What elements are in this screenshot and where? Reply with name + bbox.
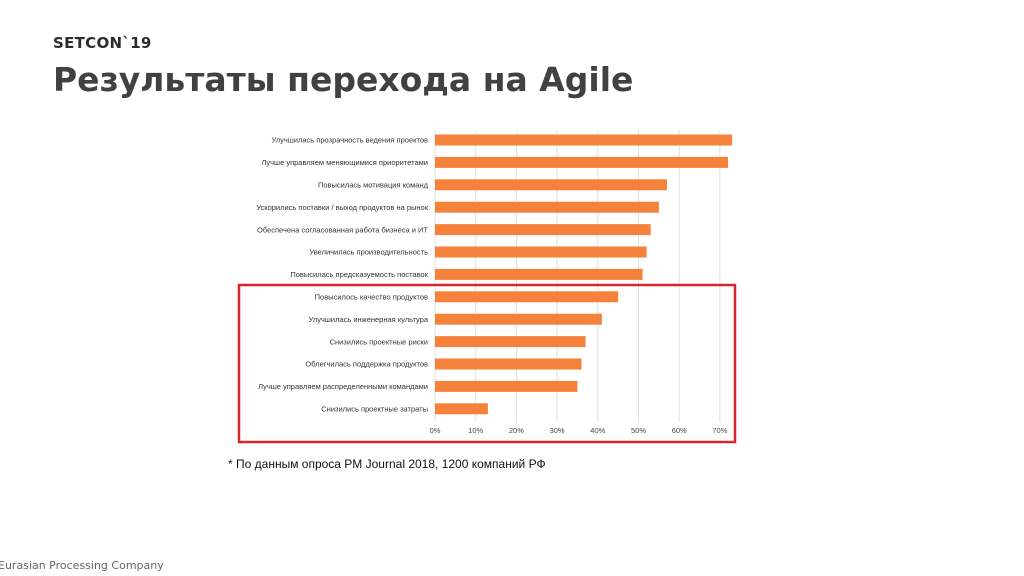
survey-footnote: * По данным опроса PM Journal 2018, 1200… (228, 457, 546, 471)
bar (435, 179, 667, 191)
bar (435, 313, 602, 325)
category-label: Улучшилась прозрачность ведения проектов (271, 136, 428, 145)
category-label: Повысилось качество продуктов (315, 293, 428, 302)
bar (435, 358, 582, 370)
category-label: Ускорились поставки / выход продуктов на… (256, 203, 429, 212)
category-label: Повысилась мотивация команд (318, 181, 429, 190)
bar (435, 224, 651, 236)
bar (435, 156, 729, 168)
bar (435, 268, 643, 280)
highlight-box (237, 283, 737, 444)
category-label: Увеличилась производительность (309, 248, 428, 257)
category-label: Снизились проектные затраты (321, 405, 428, 414)
bar (435, 201, 659, 213)
bar (435, 134, 733, 146)
x-tick-label: 50% (631, 426, 646, 435)
bar (435, 336, 586, 348)
company-footer: Eurasian Processing Company (0, 559, 164, 572)
bars (435, 134, 733, 415)
bar (435, 246, 647, 258)
category-label: Повысилась предсказуемость поставок (290, 270, 428, 279)
setcon-logo: SETCON`19 (53, 34, 152, 52)
category-label: Снизились проектные риски (330, 337, 428, 346)
category-label: Облегчилась поддержка продуктов (305, 360, 428, 369)
category-labels: Улучшилась прозрачность ведения проектов… (256, 136, 429, 414)
x-tick-label: 20% (509, 426, 524, 435)
x-tick-label: 30% (550, 426, 565, 435)
x-tick-label: 60% (672, 426, 687, 435)
category-label: Лучше управляем распределенными командам… (258, 382, 428, 391)
category-label: Лучше управляем меняющимися приоритетами (261, 158, 428, 167)
x-tick-label: 40% (590, 426, 605, 435)
x-tick-label: 70% (712, 426, 727, 435)
page-title: Результаты перехода на Agile (53, 60, 634, 99)
bar (435, 403, 488, 415)
x-tick-label: 0% (430, 426, 441, 435)
x-axis-ticks: 0% 10% 20% 30% 40% 50% 60% 70% (430, 426, 728, 435)
category-label: Улучшилась инженерная культура (309, 315, 429, 324)
bar (435, 291, 619, 303)
x-tick-label: 10% (468, 426, 483, 435)
bar (435, 380, 578, 392)
category-label: Обеспечена согласованная работа бизнеса … (257, 225, 428, 234)
